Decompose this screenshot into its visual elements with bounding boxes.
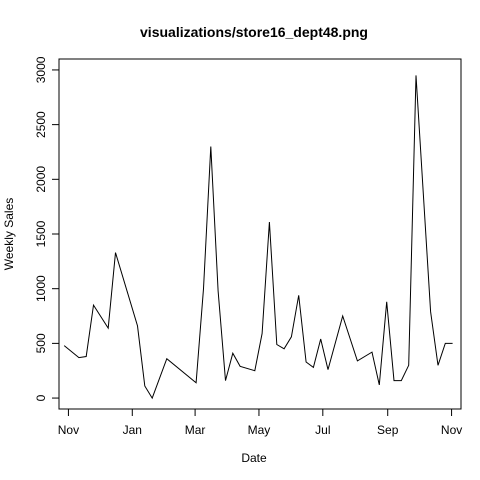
y-tick-label: 500 <box>34 333 48 353</box>
series-line <box>63 75 453 400</box>
y-tick-label: 0 <box>34 394 48 401</box>
x-tick-label: Nov <box>441 423 462 437</box>
x-tick-label: May <box>248 423 271 437</box>
y-tick-label: 1000 <box>34 275 48 302</box>
plot-frame <box>58 58 462 410</box>
y-tick-label: 2000 <box>34 166 48 193</box>
x-tick-label: Jul <box>315 423 330 437</box>
x-tick-label: Nov <box>58 423 79 437</box>
x-tick-label: Jan <box>123 423 142 437</box>
y-axis-label: Weekly Sales <box>2 198 16 270</box>
x-tick-label: Sep <box>377 423 399 437</box>
chart-title: visualizations/store16_dept48.png <box>140 24 368 40</box>
y-axis: 0 500 1000 1500 2000 2500 3000 <box>34 56 60 401</box>
x-axis: Nov Jan Mar May Jul Sep Nov <box>58 408 462 437</box>
y-tick-label: 1500 <box>34 220 48 247</box>
y-tick-label: 2500 <box>34 111 48 138</box>
x-axis-label: Date <box>241 451 267 465</box>
x-tick-label: Mar <box>185 423 206 437</box>
y-tick-label: 3000 <box>34 56 48 83</box>
